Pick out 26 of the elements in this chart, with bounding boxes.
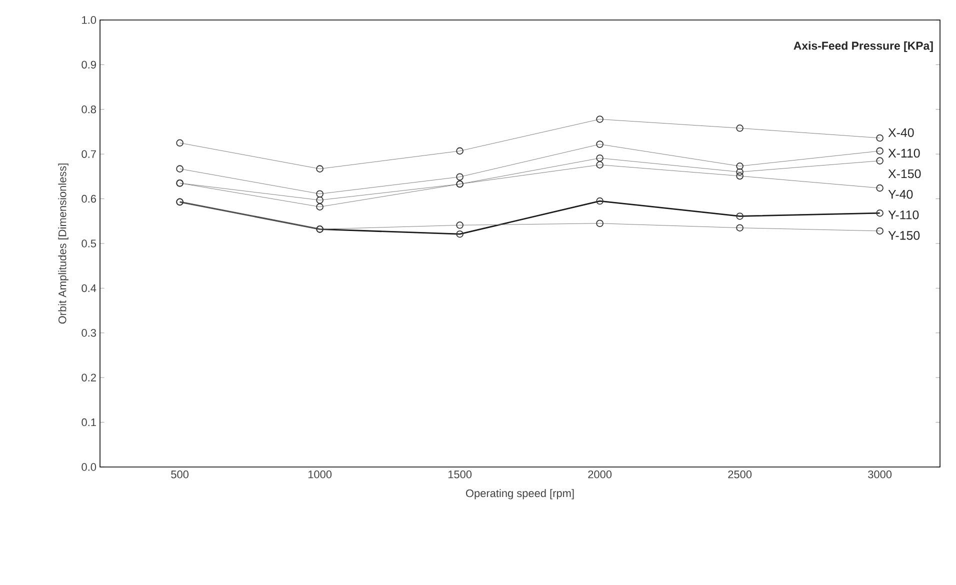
y-tick-label: 1.0 <box>82 16 96 24</box>
y-tick-label: 0.1 <box>82 418 96 426</box>
x-tick-label: 1000 <box>308 470 332 478</box>
y-tick-label: 0.4 <box>82 284 96 292</box>
y-tick-label: 0.3 <box>82 329 96 337</box>
series-label: Y-150 <box>888 231 920 240</box>
series-label: X-110 <box>888 148 920 158</box>
x-tick-label: 2500 <box>728 470 752 478</box>
y-tick-label: 0.2 <box>82 374 96 382</box>
series-label: X-150 <box>888 169 921 178</box>
x-tick-label: 2000 <box>588 470 612 478</box>
x-tick-label: 3000 <box>868 470 892 478</box>
legend-title: Axis-Feed Pressure [KPa] <box>794 41 933 52</box>
x-tick-label: 1500 <box>448 470 472 478</box>
y-tick-label: 0.0 <box>82 463 96 471</box>
series-label: X-40 <box>888 128 914 138</box>
y-tick-label: 0.7 <box>82 150 96 158</box>
series-label: Y-110 <box>888 210 919 220</box>
x-tick-label: 500 <box>171 470 189 478</box>
y-tick-label: 0.6 <box>82 194 96 203</box>
y-tick-label: 0.9 <box>82 60 96 69</box>
series-label: Y-40 <box>888 190 913 199</box>
y-tick-label: 0.8 <box>82 106 96 114</box>
y-axis-title: Orbit Amplitudes [Dimensionless] <box>58 164 68 324</box>
y-tick-label: 0.5 <box>82 240 96 248</box>
x-axis-title: Operating speed [rpm] <box>466 489 574 500</box>
